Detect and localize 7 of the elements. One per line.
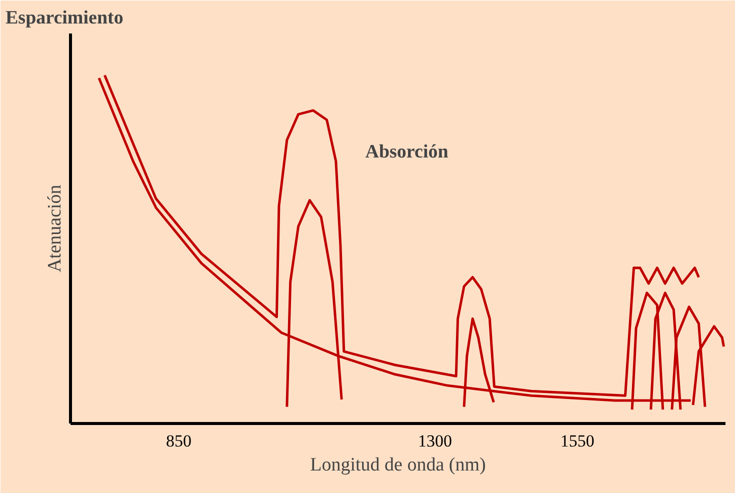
x-tick-label: 1550 — [560, 432, 594, 450]
y-axis-title: Atenuación — [44, 184, 66, 272]
annotation: Absorción — [365, 141, 449, 162]
x-axis-title: Longitud de onda (nm) — [310, 454, 486, 476]
x-tick-label: 1300 — [418, 432, 452, 450]
text: Esparcimiento — [6, 8, 124, 28]
x-tick-label: 850 — [166, 432, 192, 450]
